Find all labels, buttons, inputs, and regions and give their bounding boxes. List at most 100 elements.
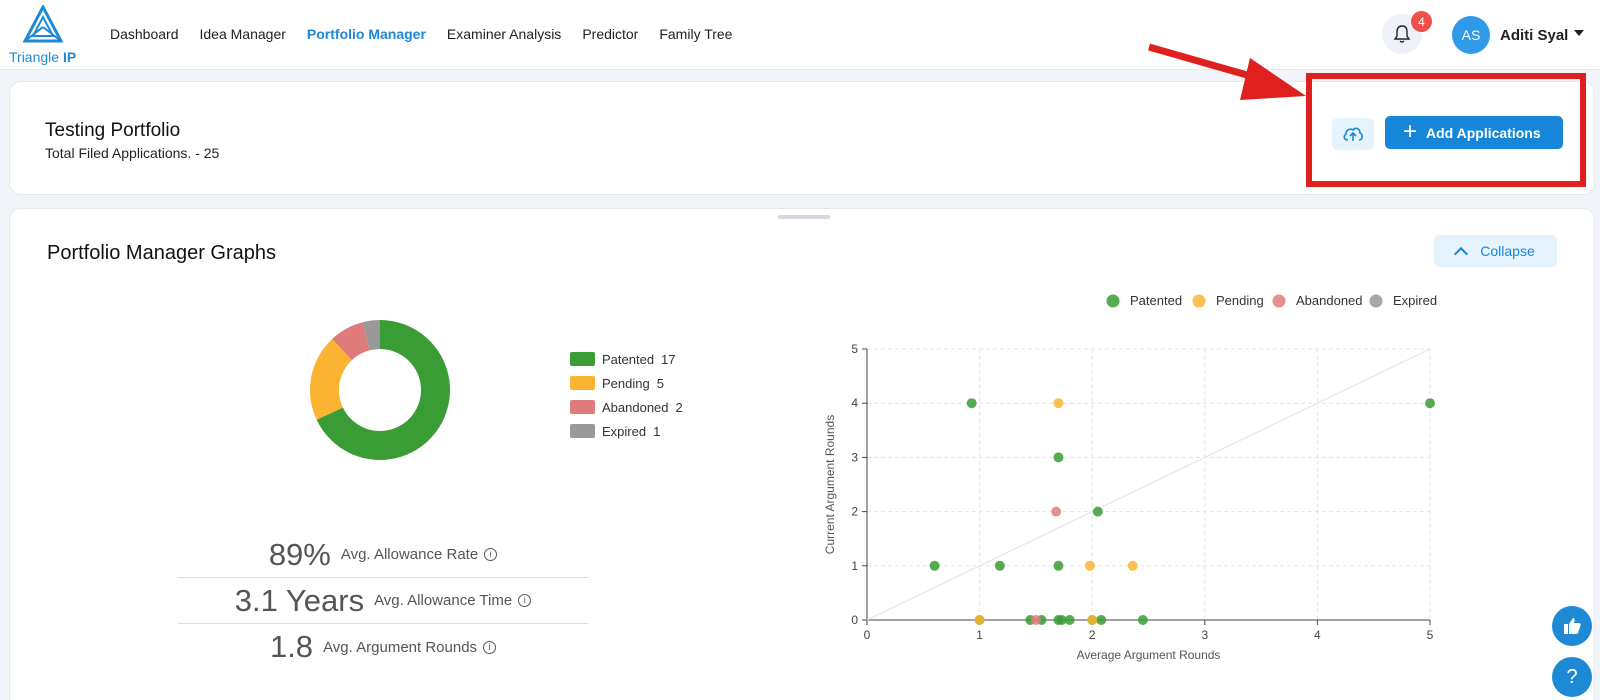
add-applications-button[interactable]: + Add Applications: [1385, 116, 1563, 149]
nav-family-tree[interactable]: Family Tree: [659, 26, 733, 42]
scatter-point-patented[interactable]: [994, 560, 1005, 571]
scatter-point-pending[interactable]: [1087, 615, 1098, 625]
portfolio-stats: 89% Avg. Allowance Rate i 3.1 Years Avg.…: [178, 532, 588, 670]
stat-label: Avg. Argument Rounds: [323, 638, 478, 656]
legend-marker-patented[interactable]: [1106, 294, 1120, 308]
scatter-point-patented[interactable]: [966, 398, 977, 409]
legend-swatch-pending: [570, 376, 595, 390]
scatter-point-patented[interactable]: [1053, 560, 1064, 571]
x-tick-label: 2: [1089, 628, 1096, 642]
x-axis-label: Average Argument Rounds: [1077, 648, 1221, 662]
x-tick-label: 3: [1201, 628, 1208, 642]
plus-icon: +: [1403, 117, 1418, 145]
scatter-point-pending[interactable]: [1053, 398, 1064, 409]
scatter-point-patented[interactable]: [929, 560, 940, 571]
triangle-logo-icon: [23, 5, 63, 43]
scatter-point-pending[interactable]: [1127, 560, 1138, 571]
info-icon[interactable]: i: [518, 594, 532, 607]
legend-swatch-patented: [570, 352, 595, 366]
y-tick-label: 1: [851, 559, 858, 573]
scatter-point-patented[interactable]: [1053, 452, 1064, 463]
brand-logo[interactable]: Triangle IP: [9, 5, 79, 65]
legend-label-abandoned[interactable]: Abandoned: [1296, 293, 1363, 308]
donut-slice-pending[interactable]: [310, 338, 352, 420]
legend-item-expired[interactable]: Expired 1: [570, 419, 683, 443]
stat-label: Avg. Allowance Time: [374, 592, 513, 609]
donut-slice-patented[interactable]: [316, 320, 450, 460]
annotation-arrow-icon: [1148, 43, 1306, 100]
legend-label-pending[interactable]: Pending: [1216, 293, 1264, 308]
scatter-point-patented[interactable]: [1425, 398, 1435, 409]
scatter-point-abandoned[interactable]: [1030, 615, 1041, 625]
scatter-point-abandoned[interactable]: [1051, 506, 1062, 517]
donut-slice-expired[interactable]: [362, 320, 380, 351]
upload-button[interactable]: [1332, 118, 1374, 150]
legend-marker-pending[interactable]: [1192, 294, 1206, 308]
question-icon: ?: [1566, 665, 1578, 688]
legend-label: Expired: [602, 423, 647, 439]
nav-idea-manager[interactable]: Idea Manager: [199, 26, 286, 42]
donut-slice-abandoned[interactable]: [332, 322, 370, 361]
legend-label-patented[interactable]: Patented: [1130, 293, 1182, 308]
legend-marker-abandoned[interactable]: [1272, 294, 1286, 308]
scatter-point-patented[interactable]: [1137, 615, 1148, 625]
add-applications-label: Add Applications: [1426, 124, 1541, 141]
scatter-point-patented[interactable]: [1096, 615, 1107, 625]
scatter-grid: 0 1 2 3 4 5 0 1 2 3 4 5: [851, 342, 1433, 642]
legend-label: Patented: [602, 351, 655, 367]
legend-marker-expired[interactable]: [1369, 294, 1383, 308]
bell-icon: [1393, 25, 1411, 43]
nav-dashboard[interactable]: Dashboard: [110, 26, 179, 42]
thumbs-up-icon: [1564, 618, 1581, 634]
portfolio-header-card: Testing Portfolio Total Filed Applicatio…: [9, 81, 1595, 195]
donut-legend: Patented 17 Pending 5 Abandoned 2 Expire…: [570, 347, 683, 443]
stat-allowance-rate: 89% Avg. Allowance Rate i: [178, 532, 588, 578]
legend-item-abandoned[interactable]: Abandoned 2: [570, 395, 683, 419]
y-tick-label: 0: [851, 613, 858, 627]
portfolio-application-count: Total Filed Applications. - 25: [45, 145, 220, 161]
info-icon[interactable]: i: [483, 640, 497, 654]
user-name[interactable]: Aditi Syal: [1500, 27, 1569, 44]
feedback-button[interactable]: [1552, 606, 1592, 646]
scatter-point-pending[interactable]: [974, 615, 985, 625]
annotation-highlight-box: [1306, 73, 1586, 187]
legend-label-expired[interactable]: Expired: [1393, 293, 1437, 308]
stat-value: 89%: [268, 536, 331, 572]
collapse-button[interactable]: Collapse: [1434, 235, 1557, 267]
y-axis-label: Current Argument Rounds: [823, 415, 837, 554]
stat-label: Avg. Allowance Rate: [340, 546, 479, 563]
chevron-up-icon: [1454, 246, 1469, 261]
legend-count: 2: [675, 399, 683, 415]
legend-item-patented[interactable]: Patented 17: [570, 347, 683, 371]
chevron-down-icon[interactable]: [1574, 30, 1584, 36]
reference-diagonal: [866, 348, 1431, 621]
drag-handle[interactable]: [778, 215, 830, 219]
nav-examiner-analysis[interactable]: Examiner Analysis: [446, 26, 562, 42]
stat-value: 3.1 Years: [234, 582, 365, 618]
graphs-title: Portfolio Manager Graphs: [47, 242, 277, 264]
info-icon[interactable]: i: [484, 548, 498, 561]
y-tick-label: 4: [851, 396, 858, 410]
legend-item-pending[interactable]: Pending 5: [570, 371, 683, 395]
y-tick-label: 3: [851, 450, 858, 464]
legend-swatch-expired: [570, 424, 595, 438]
main-nav: Dashboard Idea Manager Portfolio Manager…: [110, 26, 753, 42]
scatter-point-patented[interactable]: [1056, 615, 1067, 625]
y-tick-label: 5: [851, 342, 858, 356]
nav-predictor[interactable]: Predictor: [582, 26, 639, 42]
legend-swatch-abandoned: [570, 400, 595, 414]
scatter-point-patented[interactable]: [1064, 615, 1075, 625]
x-tick-label: 1: [976, 628, 983, 642]
x-tick-label: 5: [1427, 628, 1434, 642]
stat-value: 1.8: [269, 629, 314, 664]
help-button[interactable]: ?: [1552, 657, 1592, 697]
collapse-label: Collapse: [1480, 243, 1535, 259]
top-navigation-bar: Triangle IP Dashboard Idea Manager Portf…: [0, 0, 1600, 70]
avatar[interactable]: AS: [1452, 16, 1490, 54]
legend-label: Abandoned: [602, 399, 669, 415]
x-tick-label: 0: [864, 628, 871, 642]
nav-portfolio-manager[interactable]: Portfolio Manager: [306, 26, 426, 42]
scatter-point-pending[interactable]: [1084, 560, 1095, 571]
status-donut-chart: [310, 320, 450, 460]
scatter-point-patented[interactable]: [1092, 506, 1103, 517]
